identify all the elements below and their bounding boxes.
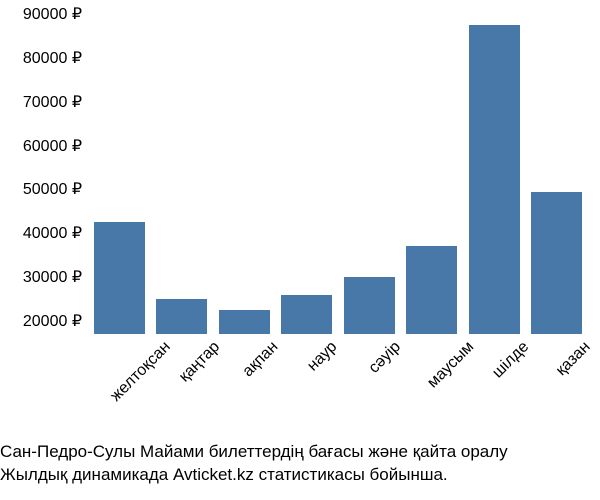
y-tick-label: 40000 ₽ bbox=[23, 223, 88, 243]
x-tick-label: сәуір bbox=[362, 334, 405, 377]
x-tick-label: желтоқсан bbox=[103, 334, 175, 406]
x-tick-label: қазан bbox=[548, 334, 594, 380]
caption-line-2: Жылдық динамикада Avticket.kz статистика… bbox=[0, 465, 448, 485]
y-tick-label: 90000 ₽ bbox=[23, 4, 88, 24]
x-tick-label: қаңтар bbox=[171, 334, 223, 386]
price-chart: 20000 ₽ 30000 ₽ 40000 ₽ 50000 ₽ 60000 ₽ 70000… bbox=[0, 0, 600, 500]
plot-area: 20000 ₽30000 ₽40000 ₽50000 ₽60000 ₽70000… bbox=[88, 14, 588, 334]
y-tick-label: 60000 ₽ bbox=[23, 136, 88, 156]
bar bbox=[219, 310, 270, 334]
y-tick-label: 20000 ₽ bbox=[23, 311, 88, 331]
bar bbox=[281, 295, 332, 334]
y-tick-label: 80000 ₽ bbox=[23, 48, 88, 68]
bar bbox=[531, 192, 582, 334]
y-tick-label: 50000 ₽ bbox=[23, 179, 88, 199]
bar bbox=[469, 25, 520, 334]
x-tick-label: наур bbox=[300, 334, 341, 375]
bar bbox=[344, 277, 395, 334]
x-tick-label: маусым bbox=[420, 334, 478, 392]
bar bbox=[156, 299, 207, 334]
bar bbox=[406, 246, 457, 334]
caption-line-1: Сан-Педро-Сулы Майами билеттердің бағасы… bbox=[0, 442, 508, 462]
x-tick-label: шілде bbox=[485, 334, 533, 382]
bar bbox=[94, 222, 145, 334]
y-tick-label: 70000 ₽ bbox=[23, 92, 88, 112]
x-tick-label: ақпан bbox=[235, 334, 282, 381]
y-tick-label: 30000 ₽ bbox=[23, 267, 88, 287]
